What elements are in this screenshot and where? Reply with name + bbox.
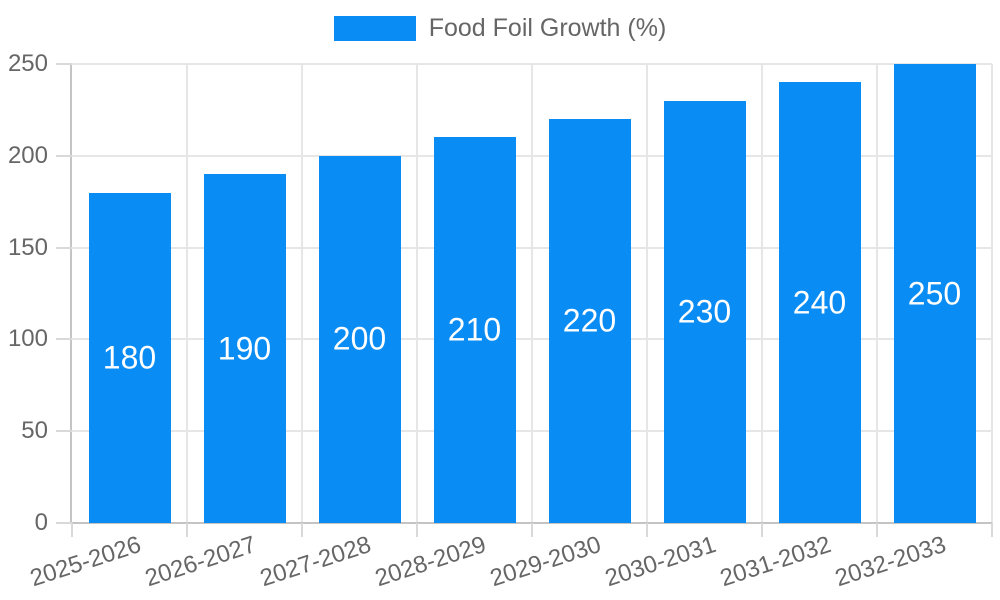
- gridline-vertical: [301, 64, 303, 523]
- legend-item-food-foil-growth[interactable]: Food Foil Growth (%): [333, 14, 667, 43]
- bar-value-label: 230: [677, 293, 732, 330]
- gridline-vertical: [761, 64, 763, 523]
- bar-value-label: 250: [907, 275, 962, 311]
- bar-value-label: 200: [332, 320, 387, 357]
- y-tick-label: 150: [7, 233, 48, 261]
- y-axis-tick: [56, 338, 72, 341]
- bar[interactable]: 240: [778, 82, 861, 523]
- y-tick-label: 100: [7, 325, 48, 353]
- bar-value-label: 210: [447, 311, 502, 348]
- y-axis-tick: [56, 522, 72, 524]
- legend-swatch: [333, 16, 416, 41]
- x-axis-tick: [71, 523, 73, 537]
- legend-label: Food Foil Growth (%): [428, 14, 667, 42]
- y-axis-tick: [56, 63, 72, 65]
- x-axis-tick: [646, 523, 648, 537]
- bar-value-label: 180: [102, 339, 157, 376]
- gridline-vertical: [186, 64, 188, 523]
- bar[interactable]: 220: [548, 119, 631, 523]
- bar[interactable]: 190: [203, 174, 286, 523]
- y-tick-label: 250: [7, 50, 48, 77]
- y-axis-line: [70, 64, 72, 523]
- y-axis-tick: [56, 246, 72, 249]
- legend: Food Foil Growth (%): [0, 14, 1000, 43]
- bar[interactable]: 250: [893, 64, 976, 523]
- bar[interactable]: 180: [88, 192, 171, 523]
- y-tick-label: 0: [34, 509, 48, 536]
- x-axis-tick: [301, 523, 303, 537]
- bar[interactable]: 200: [318, 155, 401, 523]
- plot-area: [72, 63, 993, 523]
- y-axis-tick: [56, 430, 72, 433]
- gridline-vertical: [646, 64, 648, 523]
- x-axis-tick: [876, 523, 878, 537]
- x-axis-tick: [991, 523, 993, 537]
- gridline-vertical: [991, 64, 993, 523]
- bar-value-label: 190: [217, 330, 272, 367]
- x-axis-tick: [416, 523, 418, 537]
- y-tick-label: 50: [21, 417, 48, 445]
- bar-value-label: 240: [792, 284, 847, 321]
- bar-value-label: 220: [562, 302, 617, 339]
- gridline-vertical: [416, 64, 418, 523]
- x-axis-tick: [761, 523, 763, 537]
- gridline-vertical: [876, 64, 878, 523]
- gridline-vertical: [531, 64, 533, 523]
- bar[interactable]: 230: [663, 100, 746, 523]
- y-axis-tick: [56, 154, 72, 157]
- bar[interactable]: 210: [433, 137, 516, 523]
- x-axis-tick: [531, 523, 533, 537]
- x-axis-tick: [186, 523, 188, 537]
- y-tick-label: 200: [7, 141, 48, 169]
